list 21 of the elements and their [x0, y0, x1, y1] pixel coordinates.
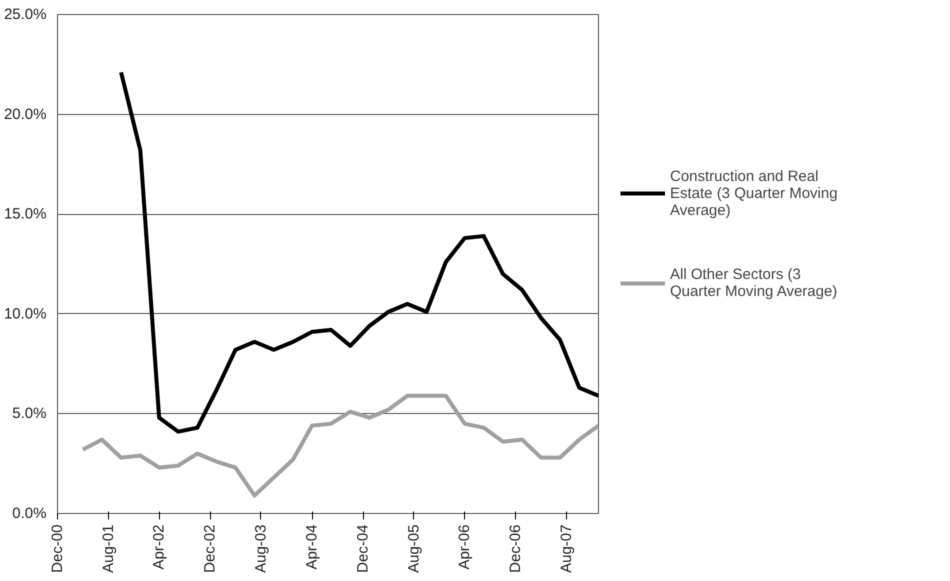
line-series: [80, 394, 598, 498]
x-tick-label: Aug-03: [252, 524, 270, 573]
y-tick-label: 5.0%: [12, 405, 47, 422]
line-series: [119, 70, 598, 434]
y-tick-label: 10.0%: [4, 305, 47, 322]
x-tick-label: Aug-05: [405, 524, 422, 573]
x-tick-label: Apr-02: [150, 524, 168, 570]
y-tick-label: 15.0%: [4, 206, 47, 223]
y-tick-label: 0.0%: [12, 505, 47, 522]
y-tick-label: 20.0%: [4, 106, 47, 123]
legend-label: All Other Sectors (3 Quarter Moving Average): [670, 265, 838, 302]
legend-label: Construction and Real Estate (3 Quarter Moving Average): [670, 166, 838, 220]
y-tick-label: 25.0%: [4, 6, 47, 23]
x-tick-label: Dec-00: [49, 524, 66, 573]
x-tick-label: Apr-04: [304, 524, 320, 570]
x-tick-label: Dec-06: [507, 524, 524, 573]
x-tick-label: Dec-04: [354, 524, 372, 573]
x-tick-label: Aug-01: [100, 524, 117, 573]
x-tick-label: Aug-07: [558, 524, 576, 573]
x-tick-label: Apr-06: [456, 524, 474, 570]
x-tick-label: Dec-02: [202, 524, 219, 573]
